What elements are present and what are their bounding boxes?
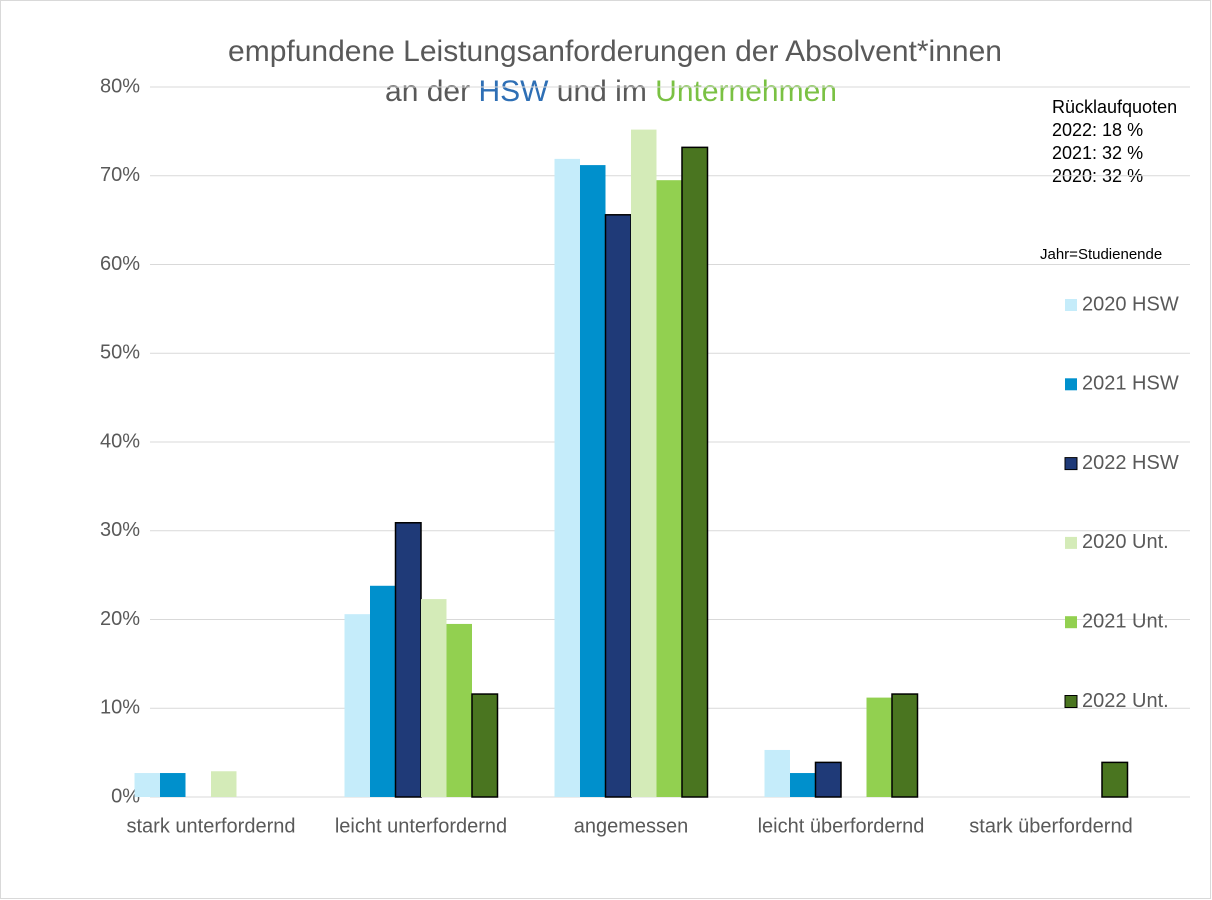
bar — [554, 158, 580, 797]
legend-label: 2020 Unt. — [1082, 531, 1169, 553]
legend-swatch — [1064, 457, 1078, 471]
bar — [160, 773, 186, 797]
legend-swatch — [1064, 695, 1078, 708]
y-tick-label: 30% — [100, 519, 140, 541]
bar — [656, 180, 682, 797]
bar — [681, 146, 709, 798]
title-part: Unternehmen — [655, 75, 837, 108]
y-tick-label: 50% — [100, 342, 140, 364]
legend-label: 2021 HSW — [1082, 373, 1179, 395]
bar — [764, 749, 790, 797]
bar — [1101, 761, 1129, 798]
legend-swatch — [1065, 299, 1077, 311]
bar — [580, 165, 606, 798]
x-tick-label: leicht überfordernd — [758, 815, 925, 837]
bar — [344, 614, 370, 797]
x-tick-label: angemessen — [574, 815, 689, 837]
x-tick-label: stark überfordernd — [969, 815, 1132, 837]
y-tick-label: 10% — [100, 697, 140, 719]
bar — [790, 773, 816, 797]
legend-title: Jahr=Studienende — [1040, 246, 1162, 263]
bar — [631, 129, 657, 798]
y-tick-label: 60% — [100, 253, 140, 275]
y-tick-label: 70% — [100, 164, 140, 186]
x-tick-label: leicht unterfordernd — [335, 815, 507, 837]
bar — [211, 771, 237, 797]
chart-title: empfundene Leistungsanforderungen der Ab… — [228, 35, 1002, 68]
legend-label: 2021 Unt. — [1082, 610, 1169, 632]
annotation: Rücklaufquoten — [1052, 97, 1177, 117]
bar — [421, 599, 447, 797]
x-tick-label: stark unterfordernd — [127, 815, 296, 837]
legend-label: 2022 Unt. — [1082, 690, 1169, 712]
bar — [370, 585, 396, 797]
bar — [134, 773, 160, 797]
bar — [891, 693, 919, 798]
legend-swatch — [1065, 378, 1077, 391]
chart-title: an der HSW und im Unternehmen — [385, 75, 837, 108]
title-part: und im — [548, 75, 655, 108]
y-tick-label: 40% — [100, 430, 140, 452]
y-tick-label: 20% — [100, 608, 140, 630]
bar — [866, 697, 892, 797]
bar — [446, 623, 472, 797]
title-part: an der — [385, 75, 478, 108]
y-tick-label: 80% — [100, 75, 140, 97]
bar — [471, 693, 499, 798]
bar — [814, 761, 842, 798]
annotation: 2022: 18 % — [1052, 120, 1143, 140]
title-part: HSW — [478, 75, 549, 108]
bar — [394, 522, 422, 798]
legend-swatch — [1065, 616, 1077, 629]
legend-swatch — [1065, 536, 1077, 549]
annotation: 2021: 32 % — [1052, 143, 1143, 163]
legend-label: 2022 HSW — [1082, 452, 1179, 474]
y-tick-label: 0% — [111, 785, 140, 807]
bar — [604, 214, 632, 798]
legend-label: 2020 HSW — [1082, 293, 1179, 315]
